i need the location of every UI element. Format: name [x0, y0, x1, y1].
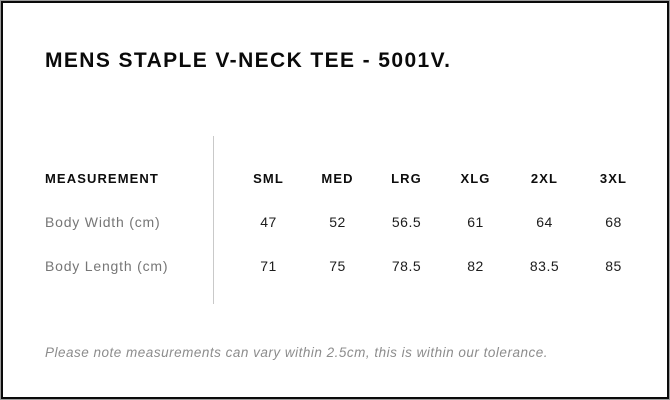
row-values-body-width: 47 52 56.5 61 64 68 [213, 214, 648, 230]
cell-body-width-lrg: 56.5 [391, 214, 422, 230]
cell-body-length-2xl: 83.5 [529, 258, 560, 274]
column-header-xlg: XLG [460, 170, 491, 186]
column-header-med: MED [321, 170, 354, 186]
table-vertical-divider [213, 136, 214, 304]
column-header-sml: SML [253, 170, 284, 186]
table-row-body-width: Body Width (cm) 47 52 56.5 61 64 68 [45, 200, 649, 244]
cell-body-width-2xl: 64 [536, 214, 553, 230]
column-header-lrg: LRG [391, 170, 422, 186]
row-label-body-width: Body Width (cm) [45, 214, 161, 230]
table-header-row: MEASUREMENT SML MED LRG XLG 2XL 3XL [45, 156, 649, 200]
table-row-body-length: Body Length (cm) 71 75 78.5 82 83.5 85 [45, 244, 649, 288]
cell-body-length-lrg: 78.5 [391, 258, 422, 274]
cell-body-width-3xl: 68 [605, 214, 622, 230]
column-header-2xl: 2XL [530, 170, 559, 186]
row-label-body-length: Body Length (cm) [45, 258, 169, 274]
page-title: MENS STAPLE V-NECK TEE - 5001V. [45, 49, 452, 72]
cell-body-length-sml: 71 [260, 258, 277, 274]
cell-body-width-sml: 47 [260, 214, 277, 230]
size-chart-table: MEASUREMENT SML MED LRG XLG 2XL 3XL Body… [45, 156, 649, 288]
cell-body-width-med: 52 [329, 214, 346, 230]
size-header-group: SML MED LRG XLG 2XL 3XL [213, 171, 648, 186]
cell-body-length-xlg: 82 [467, 258, 484, 274]
column-header-measurement: MEASUREMENT [45, 170, 159, 186]
cell-body-length-med: 75 [329, 258, 346, 274]
column-header-3xl: 3XL [599, 170, 628, 186]
row-values-body-length: 71 75 78.5 82 83.5 85 [213, 258, 648, 274]
cell-body-length-3xl: 85 [605, 258, 622, 274]
tolerance-note: Please note measurements can vary within… [45, 345, 548, 360]
cell-body-width-xlg: 61 [467, 214, 484, 230]
